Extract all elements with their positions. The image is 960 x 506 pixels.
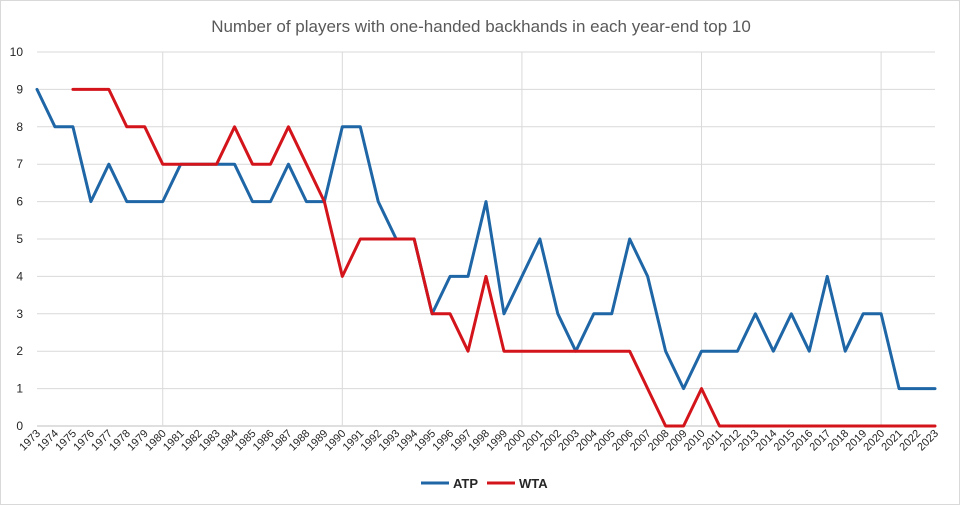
chart-title: Number of players with one-handed backha…	[211, 17, 751, 36]
y-tick-label: 2	[16, 344, 23, 358]
gridlines	[37, 51, 935, 427]
y-axis-ticks: 0 1 2 3 4 5 6 7 8 9 10	[10, 45, 24, 433]
y-tick-label: 6	[16, 195, 23, 209]
y-tick-label: 7	[16, 157, 23, 171]
y-tick-label: 8	[16, 120, 23, 134]
legend-label-atp: ATP	[453, 476, 478, 491]
y-tick-label: 1	[16, 382, 23, 396]
x-tick-label: 2023	[915, 428, 941, 454]
legend: ATP WTA	[421, 476, 548, 491]
y-tick-label: 10	[10, 45, 24, 59]
y-tick-label: 4	[16, 269, 23, 283]
series-line-wta	[71, 87, 937, 428]
y-tick-label: 5	[16, 232, 23, 246]
y-tick-label: 9	[16, 82, 23, 96]
y-tick-label: 0	[16, 419, 23, 433]
legend-label-wta: WTA	[519, 476, 548, 491]
series-lines	[35, 87, 937, 428]
x-axis-ticks: 1973197419751976197719781979198019811982…	[17, 428, 941, 454]
y-tick-label: 3	[16, 307, 23, 321]
